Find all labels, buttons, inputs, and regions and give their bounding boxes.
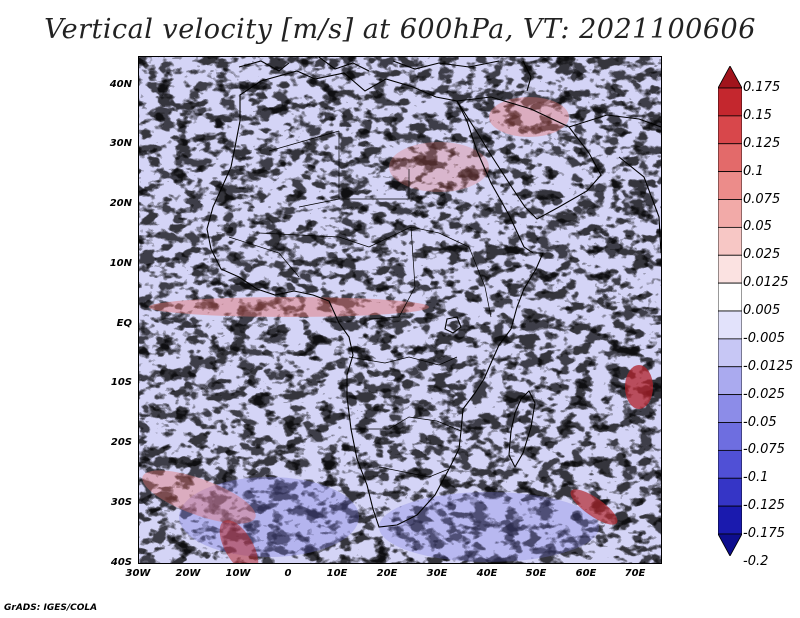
colorbar-cell — [718, 115, 742, 145]
colorbar-label: -0.005 — [743, 330, 785, 346]
colorbar-cell — [718, 449, 742, 479]
colorbar-label: -0.075 — [743, 442, 785, 458]
colorbar-label: 0.025 — [743, 247, 781, 263]
lon-tick-10w: 10W — [225, 568, 251, 579]
colorbar-label: 0.005 — [743, 303, 781, 318]
colorbar-cell-bottom — [718, 533, 742, 556]
lat-tick-10s: 10S — [110, 377, 132, 388]
colorbar-cell — [718, 477, 742, 507]
colorbar-cell — [718, 171, 742, 200]
colorbar-label: -0.175 — [743, 526, 785, 541]
colorbar-cell — [718, 87, 742, 117]
lat-tick-40n: 40N — [109, 79, 132, 90]
colorbar-cell — [718, 310, 742, 340]
lat-tick-20s: 20S — [110, 437, 132, 448]
colorbar-label: -0.025 — [743, 386, 785, 402]
lat-tick-10n: 10N — [109, 258, 132, 269]
map-panel — [138, 56, 662, 564]
colorbar-label: 0.175 — [743, 80, 781, 95]
colorbar — [718, 66, 742, 556]
credit-footer: GrADS: IGES/COLA — [4, 603, 98, 613]
lon-tick-20e: 20E — [376, 568, 398, 579]
colorbar-cell — [718, 143, 742, 173]
country-borders — [228, 130, 492, 478]
lat-tick-30s: 30S — [110, 497, 132, 508]
lon-tick-0: 0 — [284, 568, 292, 579]
colorbar-label: -0.1 — [743, 470, 769, 486]
colorbar-label: 0.075 — [743, 191, 781, 207]
colorbar-cell — [718, 338, 742, 368]
colorbar-cell — [718, 226, 742, 256]
colorbar-label: 0.05 — [743, 219, 772, 235]
coastlines — [206, 57, 661, 528]
colorbar-label: -0.125 — [743, 498, 785, 514]
colorbar-cell — [718, 422, 742, 451]
lon-tick-40e: 40E — [476, 568, 498, 579]
colorbar-label: -0.0125 — [743, 358, 794, 374]
lon-tick-20w: 20W — [175, 568, 201, 579]
lat-tick-20n: 20N — [109, 198, 132, 209]
colorbar-label: 0.1 — [743, 163, 764, 179]
colorbar-cell-top — [718, 66, 742, 89]
lon-tick-30w: 30W — [125, 568, 151, 579]
lon-tick-70e: 70E — [624, 568, 646, 579]
lat-tick-eq: EQ — [116, 318, 132, 329]
colorbar-cell — [718, 394, 742, 423]
colorbar-label: 0.0125 — [743, 275, 789, 291]
vertical-velocity-field — [139, 57, 661, 563]
colorbar-label: -0.05 — [743, 414, 777, 430]
colorbar-cell — [718, 366, 742, 396]
lon-tick-50e: 50E — [525, 568, 547, 579]
colorbar-cell — [718, 199, 742, 228]
lon-tick-10e: 10E — [326, 568, 348, 579]
lat-tick-40s: 40S — [110, 557, 132, 568]
colorbar-label: 0.125 — [743, 135, 781, 151]
map-title: Vertical velocity [m/s] at 600hPa, VT: 2… — [44, 14, 756, 45]
colorbar-cell — [718, 505, 742, 535]
lon-tick-60e: 60E — [575, 568, 597, 579]
colorbar-label: 0.15 — [743, 107, 772, 123]
lat-tick-30n: 30N — [109, 138, 132, 149]
colorbar-label: -0.2 — [743, 553, 769, 569]
lon-tick-30e: 30E — [426, 568, 448, 579]
colorbar-cell — [718, 282, 742, 312]
colorbar-cell — [718, 254, 742, 284]
